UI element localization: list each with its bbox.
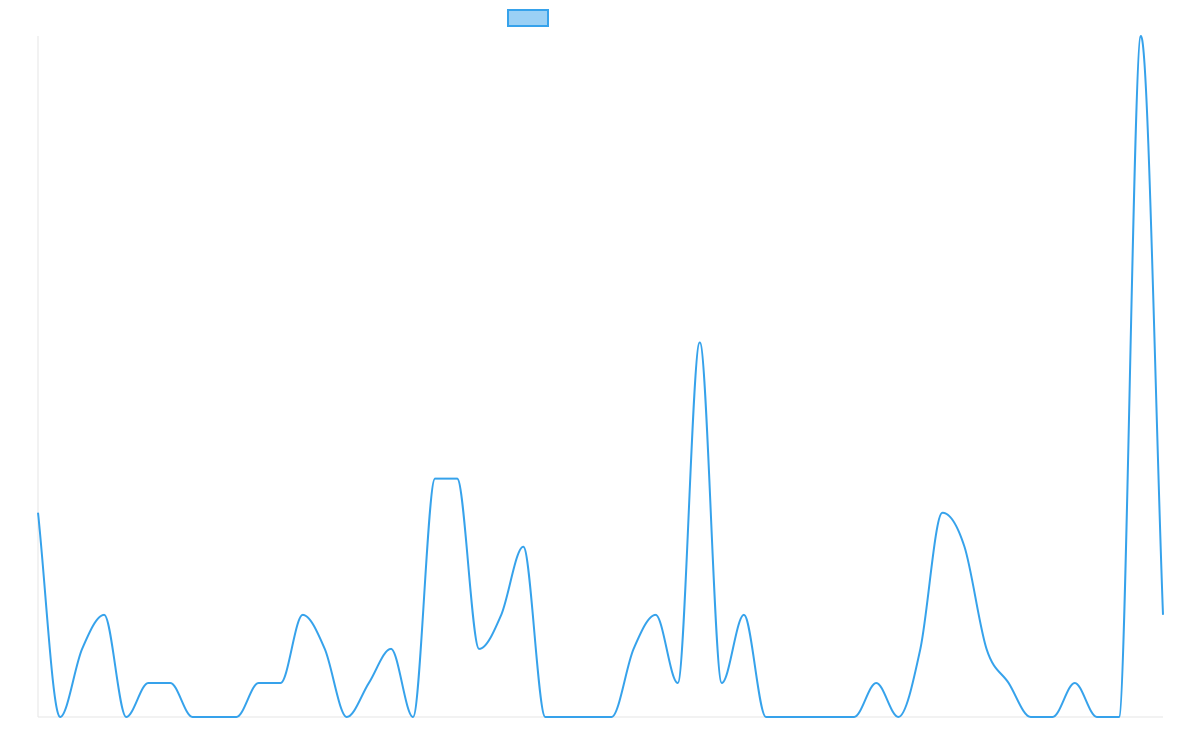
data-point[interactable] xyxy=(1028,714,1034,720)
data-point[interactable] xyxy=(476,646,482,652)
data-point[interactable] xyxy=(322,646,328,652)
data-point[interactable] xyxy=(1006,680,1012,686)
data-point[interactable] xyxy=(829,714,835,720)
data-point[interactable] xyxy=(234,714,240,720)
data-point[interactable] xyxy=(454,476,460,482)
data-point[interactable] xyxy=(785,714,791,720)
data-point[interactable] xyxy=(211,714,217,720)
data-point[interactable] xyxy=(410,714,416,720)
series-line xyxy=(37,35,1164,719)
data-point[interactable] xyxy=(388,646,394,652)
data-point[interactable] xyxy=(939,510,945,516)
series-layer xyxy=(35,33,1166,720)
data-point[interactable] xyxy=(366,680,372,686)
data-point[interactable] xyxy=(1072,680,1078,686)
data-point[interactable] xyxy=(763,714,769,720)
data-point[interactable] xyxy=(697,339,703,345)
data-point[interactable] xyxy=(873,680,879,686)
data-point[interactable] xyxy=(35,510,41,516)
data-point[interactable] xyxy=(278,680,284,686)
data-point[interactable] xyxy=(895,714,901,720)
data-point[interactable] xyxy=(851,714,857,720)
data-point[interactable] xyxy=(344,714,350,720)
data-point[interactable] xyxy=(167,680,173,686)
data-point[interactable] xyxy=(586,714,592,720)
data-point[interactable] xyxy=(1160,612,1166,618)
data-point[interactable] xyxy=(675,680,681,686)
legend-swatch[interactable] xyxy=(507,9,549,27)
data-point[interactable] xyxy=(101,612,107,618)
data-point[interactable] xyxy=(300,612,306,618)
data-point[interactable] xyxy=(984,646,990,652)
data-point[interactable] xyxy=(961,544,967,550)
data-point[interactable] xyxy=(564,714,570,720)
data-point[interactable] xyxy=(1094,714,1100,720)
data-point[interactable] xyxy=(57,714,63,720)
data-point[interactable] xyxy=(189,714,195,720)
data-point[interactable] xyxy=(807,714,813,720)
data-point[interactable] xyxy=(498,612,504,618)
legend xyxy=(507,9,549,27)
data-point[interactable] xyxy=(719,680,725,686)
data-point[interactable] xyxy=(1138,33,1144,39)
data-point[interactable] xyxy=(256,680,262,686)
data-point[interactable] xyxy=(1050,714,1056,720)
data-point[interactable] xyxy=(145,680,151,686)
data-point[interactable] xyxy=(79,646,85,652)
data-point[interactable] xyxy=(609,714,615,720)
data-point[interactable] xyxy=(631,646,637,652)
data-point[interactable] xyxy=(123,714,129,720)
data-point[interactable] xyxy=(1116,714,1122,720)
data-point[interactable] xyxy=(432,476,438,482)
data-point[interactable] xyxy=(653,612,659,618)
data-point[interactable] xyxy=(917,646,923,652)
axes xyxy=(37,36,1163,718)
data-point[interactable] xyxy=(741,612,747,618)
data-point[interactable] xyxy=(542,714,548,720)
data-point[interactable] xyxy=(520,544,526,550)
